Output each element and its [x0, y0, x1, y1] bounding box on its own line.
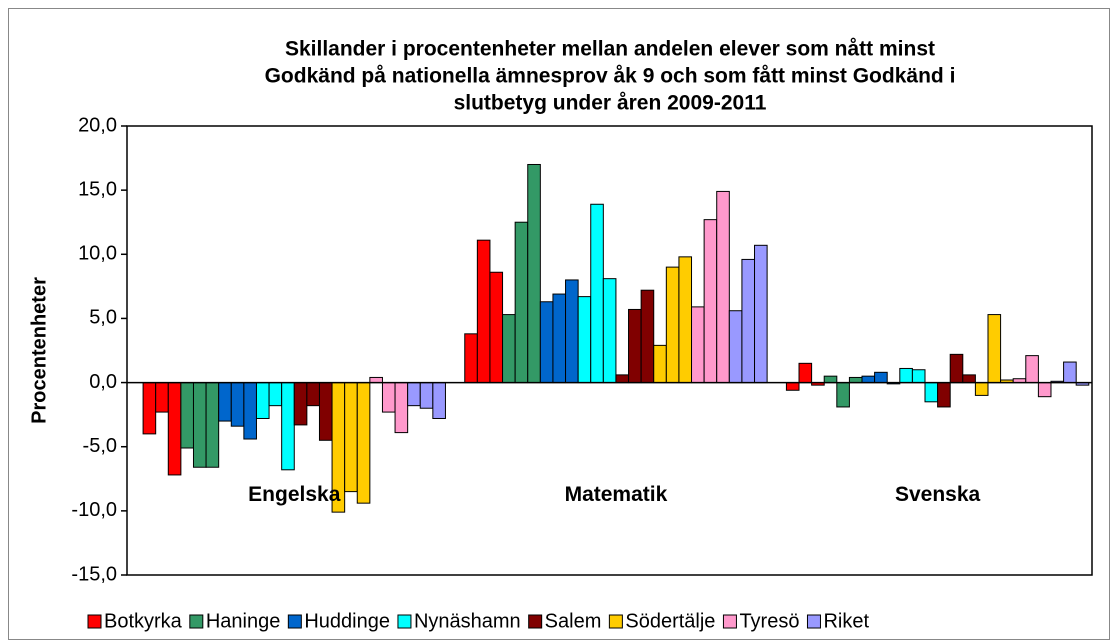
- bar: [911, 369, 926, 384]
- bar: [962, 374, 976, 384]
- legend-swatch: [608, 614, 623, 629]
- bar: [356, 382, 371, 504]
- bar: [937, 382, 951, 408]
- y-tick-label: -10,0: [71, 499, 117, 521]
- legend-label: Huddinge: [304, 610, 390, 632]
- bar: [527, 163, 541, 384]
- bar: [218, 382, 232, 422]
- bar: [678, 256, 693, 384]
- legend-swatch: [87, 614, 102, 629]
- bar: [653, 344, 667, 384]
- bar: [665, 266, 680, 384]
- bar: [741, 258, 756, 384]
- bar: [502, 314, 516, 384]
- bar: [1037, 382, 1052, 398]
- bar: [293, 382, 308, 426]
- bar: [192, 382, 207, 468]
- bar: [615, 374, 630, 384]
- legend-label: Salem: [545, 610, 602, 632]
- bar: [1063, 361, 1077, 384]
- bar: [344, 382, 358, 493]
- bar: [180, 382, 194, 449]
- y-tick-label: -5,0: [83, 435, 117, 457]
- chart-title: Godkänd på nationella ämnesprov åk 9 och…: [265, 65, 956, 88]
- bar: [255, 382, 270, 419]
- legend-swatch: [722, 614, 737, 629]
- bar: [539, 301, 554, 384]
- chart-title: slutbetyg under åren 2009-2011: [454, 92, 767, 115]
- bar: [514, 221, 529, 384]
- bar: [552, 293, 567, 384]
- legend-swatch: [189, 614, 204, 629]
- legend-label: Södertälje: [625, 610, 715, 632]
- bar: [318, 382, 333, 441]
- bar: [823, 375, 838, 384]
- bar: [419, 382, 434, 409]
- category-label: Matematik: [565, 483, 668, 506]
- legend-label: Nynäshamn: [414, 610, 521, 632]
- bar: [798, 362, 813, 384]
- y-tick-label: -15,0: [71, 563, 117, 585]
- bar: [861, 375, 876, 384]
- legend-label: Botkyrka: [104, 610, 183, 632]
- bar: [949, 353, 964, 384]
- y-tick-label: 5,0: [89, 307, 117, 329]
- bar: [464, 333, 478, 384]
- bar: [381, 382, 396, 413]
- bar: [205, 382, 220, 468]
- bar: [155, 382, 169, 413]
- legend-swatch: [528, 614, 543, 629]
- bar: [167, 382, 182, 476]
- bar: [489, 271, 504, 384]
- bar: [754, 244, 768, 384]
- bar: [230, 382, 245, 427]
- bar: [306, 382, 320, 407]
- bar: [590, 203, 604, 384]
- legend-swatch: [806, 614, 821, 629]
- legend-swatch: [287, 614, 302, 629]
- bar: [142, 382, 157, 435]
- bar: [577, 296, 592, 384]
- bar: [716, 190, 730, 384]
- y-tick-label: 15,0: [78, 178, 117, 200]
- y-tick-label: 10,0: [78, 243, 117, 265]
- bar: [691, 306, 705, 384]
- category-label: Engelska: [248, 483, 341, 506]
- bar: [874, 371, 888, 384]
- bar: [281, 382, 295, 471]
- bar: [899, 367, 913, 384]
- bar: [703, 219, 718, 384]
- bar: [394, 382, 409, 434]
- bar: [728, 310, 743, 384]
- bar: [565, 279, 579, 384]
- bar: [369, 376, 383, 384]
- legend-label: Haninge: [206, 610, 281, 632]
- bar: [785, 382, 800, 391]
- bar: [1025, 355, 1039, 384]
- y-axis-label: Procentenheter: [28, 277, 50, 424]
- bar: [432, 382, 446, 419]
- bar: [974, 382, 989, 396]
- bar: [924, 382, 939, 403]
- chart-title: Skillander i procentenheter mellan andel…: [285, 38, 935, 61]
- category-label: Svenska: [895, 483, 981, 506]
- y-tick-label: 0,0: [89, 371, 117, 393]
- bar: [848, 376, 863, 384]
- bar: [268, 382, 283, 407]
- bar: [476, 239, 491, 384]
- bar: [640, 289, 655, 384]
- legend-label: Tyresö: [739, 610, 799, 632]
- legend-label: Riket: [823, 610, 869, 632]
- y-tick-label: 20,0: [78, 114, 117, 136]
- bar: [602, 278, 617, 384]
- legend-swatch: [397, 614, 412, 629]
- bar: [628, 308, 642, 384]
- bar: [836, 382, 850, 408]
- bar: [243, 382, 257, 440]
- bar: [407, 382, 421, 407]
- bar: [987, 314, 1002, 384]
